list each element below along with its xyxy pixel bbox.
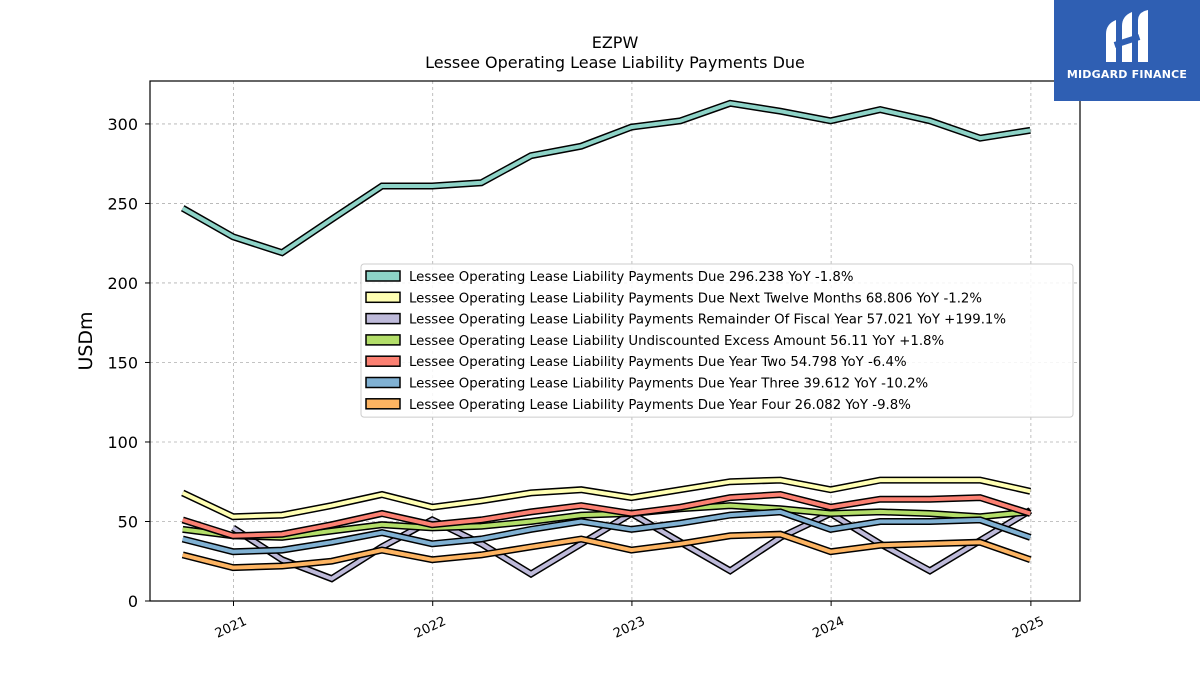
y-tick-label: 100	[107, 433, 138, 452]
brand-logo: MIDGARD FINANCE	[1054, 0, 1200, 101]
series-line	[182, 492, 1031, 538]
legend-swatch	[365, 355, 401, 367]
series-5	[181, 508, 1032, 556]
series-1	[181, 476, 1032, 521]
legend-label: Lessee Operating Lease Liability Payment…	[409, 355, 907, 370]
y-tick-label: 200	[107, 274, 138, 293]
series-6	[181, 530, 1032, 572]
y-axis-label: USDm	[75, 311, 97, 370]
legend-label: Lessee Operating Lease Liability Payment…	[409, 313, 1006, 328]
legend-swatch	[365, 398, 401, 410]
y-tick-label: 50	[118, 512, 138, 531]
legend-label: Lessee Operating Lease Liability Payment…	[409, 398, 911, 413]
legend: Lessee Operating Lease Liability Payment…	[360, 263, 1074, 418]
chart-subtitle: Lessee Operating Lease Liability Payment…	[425, 53, 805, 72]
series-0	[180, 99, 1031, 257]
series-3	[182, 502, 1031, 541]
legend-swatch	[365, 270, 401, 282]
legend-box	[360, 263, 1074, 418]
series-line	[182, 509, 1031, 554]
series-line	[181, 101, 1031, 255]
legend-label: Lessee Operating Lease Liability Payment…	[409, 377, 928, 392]
series-line	[182, 503, 1031, 540]
series-line	[182, 532, 1031, 570]
chart-title: EZPW	[592, 33, 639, 52]
legend-swatch	[365, 376, 401, 389]
legend-label: Lessee Operating Lease Liability Undisco…	[409, 334, 944, 349]
legend-swatch	[365, 291, 401, 304]
y-tick-label: 250	[107, 194, 138, 213]
series-layer	[180, 99, 1033, 583]
legend-label: Lessee Operating Lease Liability Payment…	[409, 270, 854, 285]
plot-frame	[149, 80, 1081, 602]
series-line	[181, 478, 1031, 519]
logo-text: MIDGARD FINANCE	[1066, 68, 1188, 81]
y-tick-label: 150	[107, 353, 138, 372]
logo-mark-icon	[1106, 10, 1148, 62]
legend-label: Lessee Operating Lease Liability Payment…	[409, 291, 982, 306]
y-tick-label: 0	[128, 592, 138, 611]
legend-swatch	[365, 334, 401, 346]
series-4	[181, 490, 1032, 540]
y-tick-label: 300	[107, 115, 138, 134]
legend-swatch	[365, 312, 401, 325]
